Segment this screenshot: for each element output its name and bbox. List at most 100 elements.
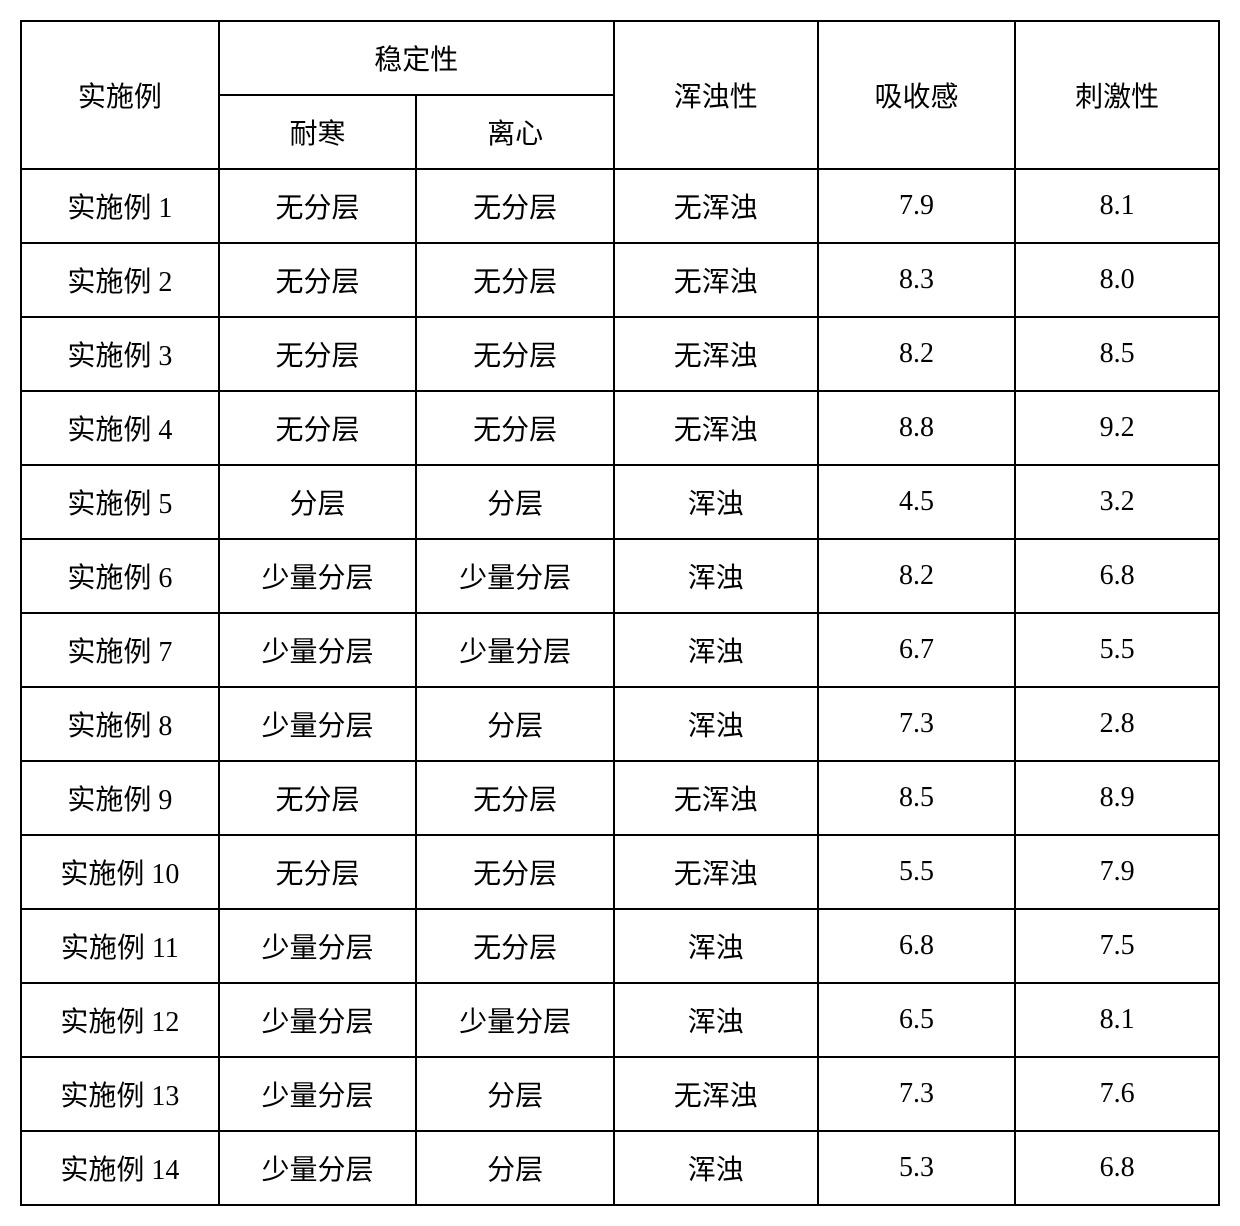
cell-turbidity: 浑浊 xyxy=(614,465,818,539)
cell-irritation: 7.5 xyxy=(1015,909,1219,983)
cell-turbidity: 无浑浊 xyxy=(614,1057,818,1131)
cell-example: 实施例 2 xyxy=(21,243,219,317)
cell-centrifuge: 分层 xyxy=(416,1057,614,1131)
cell-turbidity: 浑浊 xyxy=(614,539,818,613)
table-row: 实施例 1无分层无分层无浑浊7.98.1 xyxy=(21,169,1219,243)
cell-absorption: 6.7 xyxy=(818,613,1016,687)
cell-irritation: 7.6 xyxy=(1015,1057,1219,1131)
cell-centrifuge: 分层 xyxy=(416,465,614,539)
cell-turbidity: 浑浊 xyxy=(614,613,818,687)
cell-absorption: 7.9 xyxy=(818,169,1016,243)
table-row: 实施例 11少量分层无分层浑浊6.87.5 xyxy=(21,909,1219,983)
cell-absorption: 8.2 xyxy=(818,539,1016,613)
cell-centrifuge: 无分层 xyxy=(416,169,614,243)
cell-turbidity: 无浑浊 xyxy=(614,317,818,391)
cell-irritation: 8.1 xyxy=(1015,983,1219,1057)
table-row: 实施例 12少量分层少量分层浑浊6.58.1 xyxy=(21,983,1219,1057)
cell-absorption: 8.8 xyxy=(818,391,1016,465)
cell-turbidity: 无浑浊 xyxy=(614,169,818,243)
cell-cold: 无分层 xyxy=(219,391,417,465)
cell-turbidity: 无浑浊 xyxy=(614,761,818,835)
cell-example: 实施例 11 xyxy=(21,909,219,983)
cell-irritation: 5.5 xyxy=(1015,613,1219,687)
cell-irritation: 8.5 xyxy=(1015,317,1219,391)
table-row: 实施例 14少量分层分层浑浊5.36.8 xyxy=(21,1131,1219,1205)
header-stability: 稳定性 xyxy=(219,21,614,95)
cell-turbidity: 浑浊 xyxy=(614,909,818,983)
table-row: 实施例 13少量分层分层无浑浊7.37.6 xyxy=(21,1057,1219,1131)
cell-example: 实施例 5 xyxy=(21,465,219,539)
cell-irritation: 2.8 xyxy=(1015,687,1219,761)
cell-centrifuge: 无分层 xyxy=(416,243,614,317)
cell-absorption: 8.5 xyxy=(818,761,1016,835)
cell-cold: 少量分层 xyxy=(219,909,417,983)
cell-centrifuge: 无分层 xyxy=(416,761,614,835)
cell-cold: 少量分层 xyxy=(219,1131,417,1205)
cell-cold: 少量分层 xyxy=(219,1057,417,1131)
cell-absorption: 8.3 xyxy=(818,243,1016,317)
cell-turbidity: 浑浊 xyxy=(614,687,818,761)
header-turbidity: 浑浊性 xyxy=(614,21,818,169)
cell-irritation: 6.8 xyxy=(1015,539,1219,613)
header-example: 实施例 xyxy=(21,21,219,169)
cell-example: 实施例 12 xyxy=(21,983,219,1057)
cell-irritation: 8.9 xyxy=(1015,761,1219,835)
table-header: 实施例 稳定性 浑浊性 吸收感 刺激性 耐寒 离心 xyxy=(21,21,1219,169)
cell-example: 实施例 1 xyxy=(21,169,219,243)
cell-absorption: 7.3 xyxy=(818,687,1016,761)
cell-absorption: 5.5 xyxy=(818,835,1016,909)
cell-centrifuge: 少量分层 xyxy=(416,983,614,1057)
cell-absorption: 6.8 xyxy=(818,909,1016,983)
cell-irritation: 9.2 xyxy=(1015,391,1219,465)
cell-example: 实施例 8 xyxy=(21,687,219,761)
cell-centrifuge: 无分层 xyxy=(416,909,614,983)
cell-irritation: 8.0 xyxy=(1015,243,1219,317)
data-table: 实施例 稳定性 浑浊性 吸收感 刺激性 耐寒 离心 实施例 1无分层无分层无浑浊… xyxy=(20,20,1220,1206)
cell-cold: 无分层 xyxy=(219,243,417,317)
table-row: 实施例 6少量分层少量分层浑浊8.26.8 xyxy=(21,539,1219,613)
cell-cold: 分层 xyxy=(219,465,417,539)
table-body: 实施例 1无分层无分层无浑浊7.98.1实施例 2无分层无分层无浑浊8.38.0… xyxy=(21,169,1219,1205)
cell-absorption: 5.3 xyxy=(818,1131,1016,1205)
cell-irritation: 7.9 xyxy=(1015,835,1219,909)
cell-cold: 少量分层 xyxy=(219,613,417,687)
cell-irritation: 3.2 xyxy=(1015,465,1219,539)
header-cold-resistance: 耐寒 xyxy=(219,95,417,169)
cell-absorption: 6.5 xyxy=(818,983,1016,1057)
cell-centrifuge: 少量分层 xyxy=(416,613,614,687)
table-row: 实施例 3无分层无分层无浑浊8.28.5 xyxy=(21,317,1219,391)
cell-irritation: 8.1 xyxy=(1015,169,1219,243)
cell-centrifuge: 分层 xyxy=(416,687,614,761)
cell-centrifuge: 无分层 xyxy=(416,835,614,909)
cell-example: 实施例 14 xyxy=(21,1131,219,1205)
cell-example: 实施例 7 xyxy=(21,613,219,687)
cell-turbidity: 浑浊 xyxy=(614,1131,818,1205)
cell-example: 实施例 9 xyxy=(21,761,219,835)
cell-cold: 无分层 xyxy=(219,317,417,391)
header-absorption: 吸收感 xyxy=(818,21,1016,169)
cell-centrifuge: 少量分层 xyxy=(416,539,614,613)
cell-absorption: 8.2 xyxy=(818,317,1016,391)
cell-cold: 少量分层 xyxy=(219,687,417,761)
cell-cold: 无分层 xyxy=(219,835,417,909)
cell-turbidity: 无浑浊 xyxy=(614,835,818,909)
table-row: 实施例 7少量分层少量分层浑浊6.75.5 xyxy=(21,613,1219,687)
cell-cold: 少量分层 xyxy=(219,983,417,1057)
cell-turbidity: 浑浊 xyxy=(614,983,818,1057)
table-row: 实施例 10无分层无分层无浑浊5.57.9 xyxy=(21,835,1219,909)
cell-example: 实施例 13 xyxy=(21,1057,219,1131)
cell-example: 实施例 10 xyxy=(21,835,219,909)
header-centrifuge: 离心 xyxy=(416,95,614,169)
cell-centrifuge: 无分层 xyxy=(416,317,614,391)
cell-irritation: 6.8 xyxy=(1015,1131,1219,1205)
cell-example: 实施例 6 xyxy=(21,539,219,613)
table-row: 实施例 5分层分层浑浊4.53.2 xyxy=(21,465,1219,539)
table-row: 实施例 4无分层无分层无浑浊8.89.2 xyxy=(21,391,1219,465)
cell-example: 实施例 3 xyxy=(21,317,219,391)
cell-absorption: 7.3 xyxy=(818,1057,1016,1131)
header-irritation: 刺激性 xyxy=(1015,21,1219,169)
table-row: 实施例 8少量分层分层浑浊7.32.8 xyxy=(21,687,1219,761)
cell-absorption: 4.5 xyxy=(818,465,1016,539)
cell-cold: 无分层 xyxy=(219,169,417,243)
cell-centrifuge: 无分层 xyxy=(416,391,614,465)
